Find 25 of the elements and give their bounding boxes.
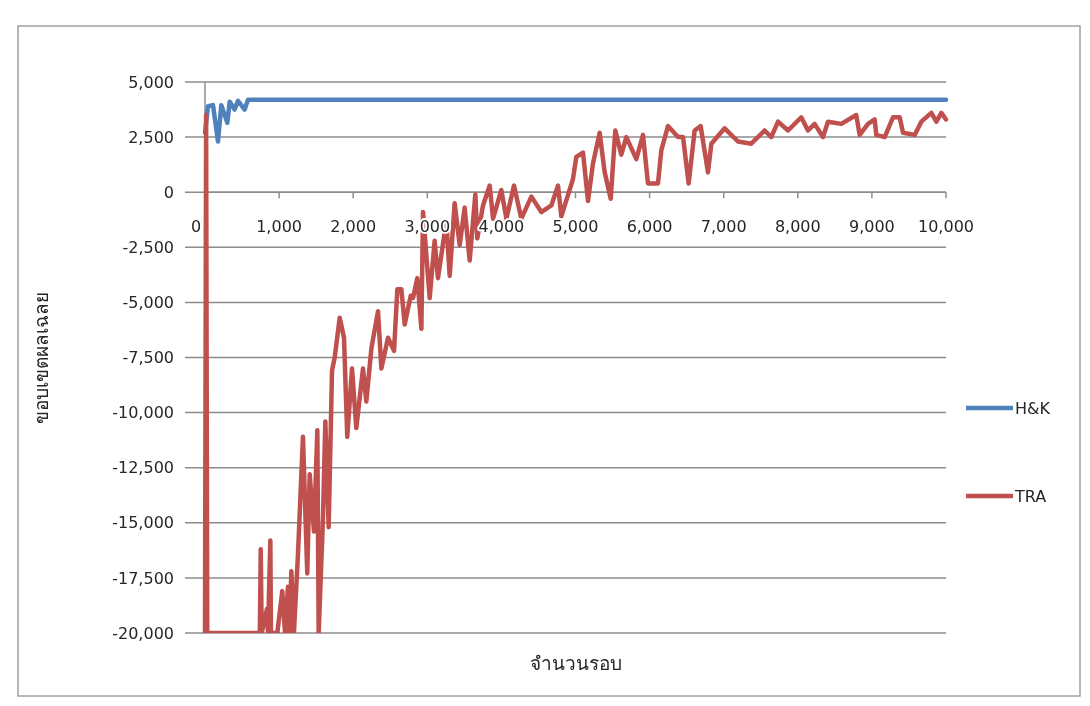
y-tick-label: -17,500 (112, 568, 174, 588)
x-tick-label: 1,000 (256, 217, 303, 237)
y-tick-label: -12,500 (112, 458, 174, 478)
y-tick-label: -15,000 (112, 513, 174, 533)
y-tick-label: -7,500 (122, 348, 174, 368)
x-tick-label: 0 (190, 217, 202, 237)
x-tick-label: 8,000 (774, 217, 821, 237)
x-tick-label: 9,000 (848, 217, 895, 237)
x-tick-label: 10,000 (918, 217, 974, 237)
y-tick-label: -20,000 (112, 623, 174, 643)
x-tick-label: 5,000 (552, 217, 599, 237)
line-series (202, 97, 949, 144)
y-tick-label: -2,500 (122, 237, 174, 257)
y-tick-label: -5,000 (122, 293, 174, 312)
x-axis-title: จำนวนรอบ (529, 652, 622, 674)
x-tick-label: 2,000 (330, 217, 377, 237)
y-tick-label: -10,000 (112, 403, 174, 423)
y-tick-label: 5,000 (128, 72, 174, 92)
y-tick-label: 0 (163, 182, 174, 202)
y-tick-label: 2,500 (128, 127, 174, 147)
legend-label: TRA (1014, 486, 1047, 506)
y-axis-title: ขอบเขตผลเฉลย (30, 291, 52, 424)
legend-label: H&K (1015, 398, 1051, 418)
x-tick-label: 6,000 (626, 217, 673, 237)
x-tick-label: 7,000 (700, 217, 747, 237)
